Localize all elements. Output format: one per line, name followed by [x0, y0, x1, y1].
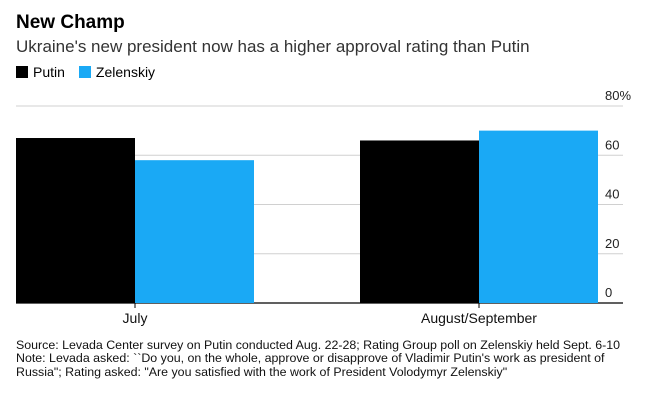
bar-putin-1 — [360, 140, 479, 303]
bar-putin-0 — [16, 138, 135, 303]
legend-item-putin: Putin — [16, 64, 65, 80]
legend-swatch-putin — [16, 66, 28, 78]
x-category-label: July — [123, 310, 148, 326]
bar-zelenskiy-1 — [479, 130, 598, 303]
methodology-note: Note: Levada asked: ``Do you, on the who… — [16, 351, 605, 379]
y-tick-label: 60 — [605, 137, 619, 152]
x-category-labels: July August/September — [123, 303, 537, 326]
source-note: Source: Levada Center survey on Putin co… — [16, 338, 621, 352]
y-tick-label: 40 — [605, 187, 619, 202]
legend-swatch-zelenskiy — [78, 66, 91, 78]
legend-label-zelenskiy: Zelenskiy — [95, 64, 156, 80]
y-tick-label: 20 — [605, 236, 619, 251]
y-tick-labels: 0 20 40 60 80% — [605, 88, 631, 300]
bars — [16, 130, 598, 303]
chart-subtitle: Ukraine's new president now has a higher… — [16, 37, 530, 56]
footnotes: Source: Levada Center survey on Putin co… — [16, 338, 641, 379]
legend: Putin Zelenskiy — [16, 64, 169, 80]
bar-zelenskiy-0 — [135, 160, 254, 303]
y-tick-label: 0 — [605, 285, 612, 300]
x-category-label: August/September — [421, 310, 537, 326]
legend-item-zelenskiy: Zelenskiy — [78, 64, 156, 80]
y-tick-label: 80% — [605, 88, 631, 103]
legend-label-putin: Putin — [33, 64, 65, 80]
chart-title: New Champ — [16, 12, 125, 33]
